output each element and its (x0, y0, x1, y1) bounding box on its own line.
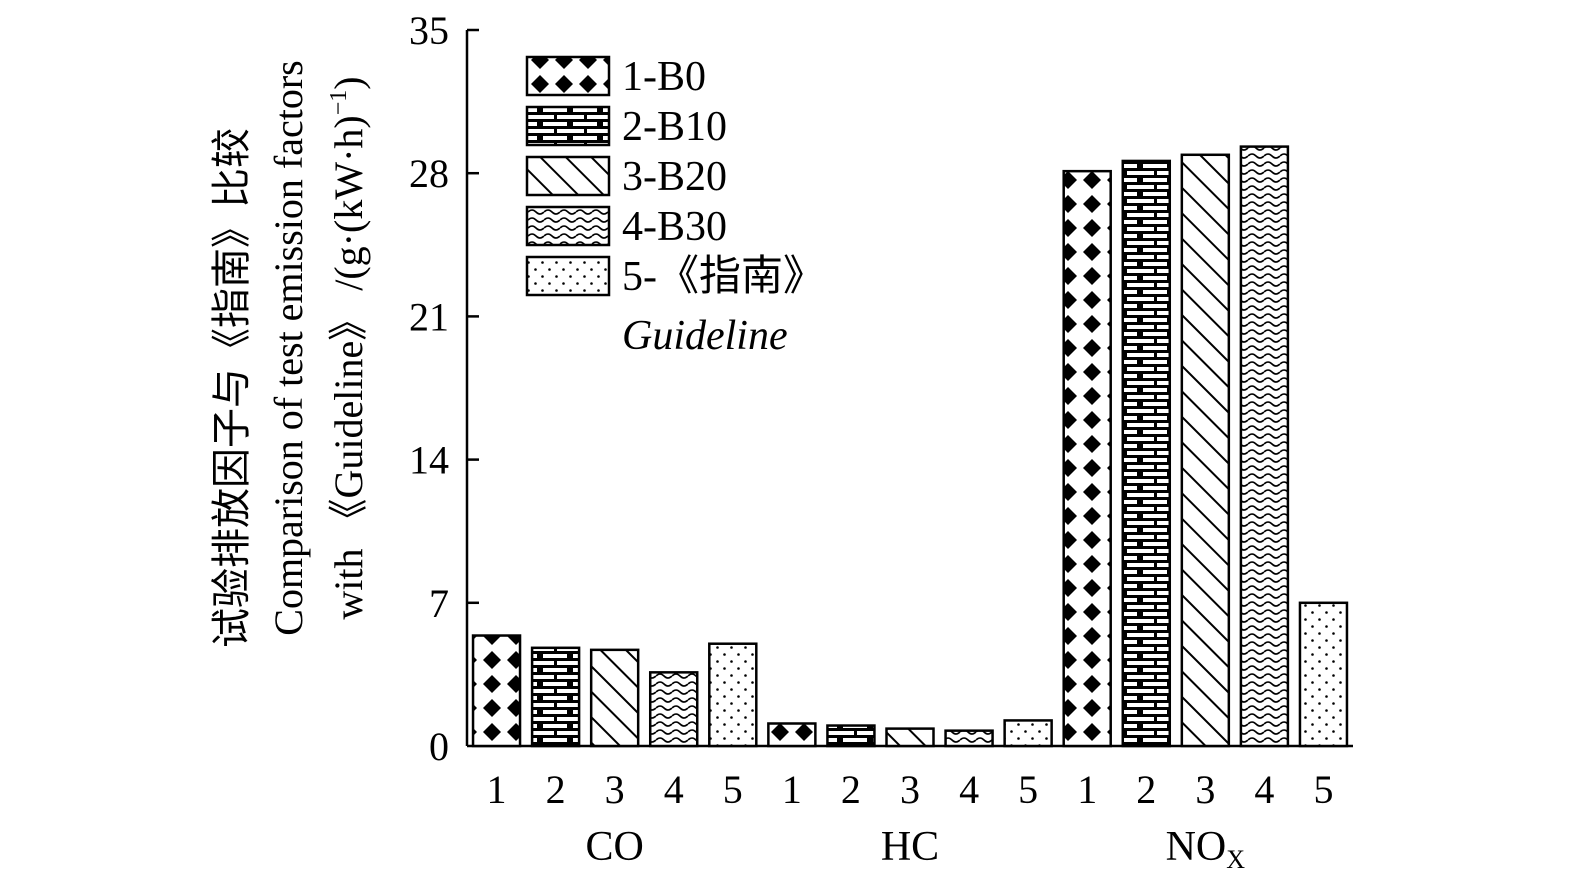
y-tick-label: 35 (409, 8, 449, 53)
bar-hc-5 (1003, 719, 1053, 748)
y-axis-ticks: 0 7 14 21 28 35 (409, 8, 479, 769)
x-tick-label: 3 (605, 767, 625, 812)
bar-no-5 (1298, 601, 1349, 748)
y-axis-title-line-3-main: with 《Guideline》 /(g·(kW·h) (326, 115, 371, 619)
group-label-co: CO (585, 824, 643, 870)
bar-co-1 (471, 634, 522, 748)
y-axis-title-line-3-close: ) (326, 76, 371, 89)
group-labels: CO HC NOX (585, 824, 1245, 874)
legend-label: 4-B30 (622, 204, 727, 250)
x-tick-label: 5 (1018, 767, 1038, 812)
legend-label: 2-B10 (622, 104, 727, 150)
bar-no-1 (1062, 169, 1112, 748)
x-tick-label: 2 (546, 767, 566, 812)
y-axis-title-unit-exponent: −1 (326, 90, 352, 116)
bar-marks (471, 145, 1349, 748)
bar-co-3 (589, 648, 640, 748)
bar-co-5 (708, 642, 758, 748)
x-tick-label: 1 (1077, 767, 1097, 812)
x-tick-label: 2 (841, 767, 861, 812)
bar-co-2 (530, 646, 581, 748)
bar-no-2 (1121, 159, 1172, 748)
bar-hc-1 (767, 722, 817, 748)
legend-label-extra: Guideline (622, 313, 788, 359)
x-tick-label: 2 (1136, 767, 1156, 812)
y-tick-label: 28 (409, 151, 449, 196)
x-tick-label: 4 (959, 767, 979, 812)
bar-hc-3 (885, 727, 935, 748)
legend-swatch (525, 155, 611, 197)
bar-co-4 (648, 671, 699, 748)
x-tick-label: 4 (1254, 767, 1274, 812)
bar-hc-4 (944, 729, 994, 748)
bar-hc-2 (826, 724, 876, 748)
legend-swatch (525, 55, 611, 97)
x-tick-label: 4 (664, 767, 684, 812)
y-axis-title-line-2: Comparison of test emission factors (266, 60, 311, 635)
legend-label: 1-B0 (622, 54, 706, 100)
bar-no-4 (1239, 145, 1290, 748)
legend-swatch (525, 255, 611, 297)
x-tick-label: 1 (487, 767, 507, 812)
group-label-no: NOX (1166, 824, 1246, 874)
y-tick-label: 21 (409, 294, 449, 339)
x-tick-label: 1 (782, 767, 802, 812)
y-tick-label: 0 (429, 724, 449, 769)
y-axis-title: 试验排放因子与《指南》比较 Comparison of test emissio… (209, 60, 371, 648)
x-tick-label: 5 (1313, 767, 1333, 812)
legend-label: 3-B20 (622, 154, 727, 200)
legend-swatch (525, 205, 611, 247)
group-label-hc: HC (881, 824, 939, 870)
x-tick-label: 3 (900, 767, 920, 812)
y-axis-title-line-1: 试验排放因子与《指南》比较 (209, 128, 254, 648)
y-tick-label: 7 (429, 581, 449, 626)
y-axis-title-line-3: with 《Guideline》 /(g·(kW·h)−1) (326, 76, 371, 619)
y-tick-label: 14 (409, 438, 449, 483)
legend-label: 5-《指南》 (622, 254, 825, 300)
bar-no-3 (1180, 153, 1231, 748)
legend-swatch (525, 105, 611, 147)
x-tick-label: 5 (723, 767, 743, 812)
x-tick-label: 3 (1195, 767, 1215, 812)
